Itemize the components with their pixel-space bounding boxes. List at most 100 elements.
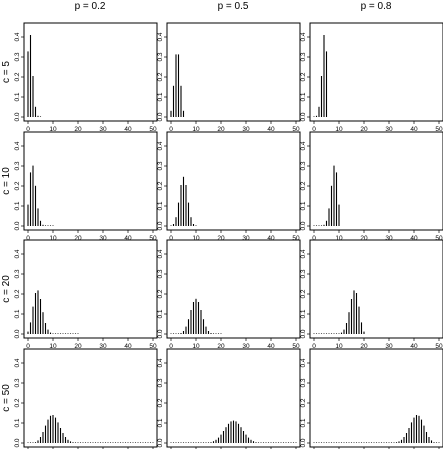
y-tick-label: 0.4 <box>157 32 164 41</box>
x-tick-label: 30 <box>385 126 393 133</box>
y-tick-label: 0.1 <box>157 201 164 210</box>
y-tick-label: 0.3 <box>300 161 307 170</box>
y-tick-label: 0.1 <box>14 92 21 101</box>
row-title-c-20: c = 20 <box>1 275 12 303</box>
y-tick-label: 0.3 <box>157 161 164 170</box>
y-tick-label: 0.0 <box>14 329 21 338</box>
y-tick-label: 0.4 <box>157 249 164 258</box>
panel-c10-p0-8: 0 10 20 30 40 50 0.0 0.1 0.2 0.3 0.4 <box>300 131 443 242</box>
panel-c10-p0-5: 0 10 20 30 40 50 0.0 0.1 0.2 0.3 0.4 <box>157 131 301 242</box>
x-tick-label: 20 <box>74 343 82 350</box>
x-tick-label: 50 <box>149 126 157 133</box>
panel-frame <box>23 22 158 122</box>
panel-frame <box>166 22 301 122</box>
x-tick-label: 40 <box>410 235 418 242</box>
x-tick-label: 10 <box>192 343 200 350</box>
y-tick-label: 0.0 <box>157 438 164 447</box>
x-tick-label: 40 <box>267 343 275 350</box>
y-tick-label: 0.2 <box>157 181 164 190</box>
y-tick-label: 0.1 <box>300 201 307 210</box>
panels: 0 10 20 30 40 500.00.10.20.30.40 10 20 30 40 500.0… <box>14 22 443 449</box>
y-tick-label: 0.3 <box>157 52 164 61</box>
x-tick-label: 40 <box>267 235 275 242</box>
y-tick-label: 0.3 <box>157 269 164 278</box>
x-tick-label: 30 <box>99 343 107 350</box>
y-tick-label: 0.0 <box>157 112 164 121</box>
x-tick-label: 50 <box>292 126 300 133</box>
row-titles: c = 5 c = 10 c = 20 c = 50 <box>1 61 12 412</box>
column-titles: p = 0.2 p = 0.5 p = 0.8 <box>75 1 392 12</box>
y-tick-label: 0.2 <box>300 398 307 407</box>
row-title-c-5: c = 5 <box>1 61 12 83</box>
x-tick-label: 40 <box>410 126 418 133</box>
panel-c5-p0-2: 0 10 20 30 40 50 0.0 0.1 0.2 0.3 0.4 <box>14 22 158 133</box>
x-tick-label: 10 <box>335 235 343 242</box>
panel-c10-p0-2: 0 10 20 30 40 50 0.0 0.1 0.2 0.3 0.4 <box>14 131 158 242</box>
panel-frame <box>23 239 158 339</box>
y-tick-label: 0.2 <box>300 289 307 298</box>
y-tick-label: 0.3 <box>14 269 21 278</box>
y-tick-label: 0.0 <box>14 221 21 230</box>
x-tick-label: 50 <box>149 235 157 242</box>
y-tick-label: 0.4 <box>300 249 307 258</box>
y-tick-label: 0.4 <box>14 32 21 41</box>
column-title-p-0-8: p = 0.8 <box>361 1 392 12</box>
x-tick-label: 10 <box>49 126 57 133</box>
x-tick-label: 20 <box>217 126 225 133</box>
x-tick-label: 40 <box>124 235 132 242</box>
column-title-p-0-5: p = 0.5 <box>218 1 249 12</box>
x-tick-label: 40 <box>410 343 418 350</box>
y-tick-label: 0.4 <box>157 141 164 150</box>
panel-frame <box>166 348 301 448</box>
y-tick-label: 0.3 <box>14 161 21 170</box>
row-title-c-10: c = 10 <box>1 167 12 195</box>
y-tick-label: 0.0 <box>300 221 307 230</box>
x-tick-label: 20 <box>360 126 368 133</box>
x-tick-label: 30 <box>242 235 250 242</box>
x-tick-label: 30 <box>385 235 393 242</box>
y-tick-label: 0.0 <box>300 329 307 338</box>
y-tick-label: 0.0 <box>157 221 164 230</box>
column-title-p-0-2: p = 0.2 <box>75 1 106 12</box>
panel-c5-p0-8: 0 10 20 30 40 50 0.0 0.1 0.2 0.3 0.4 <box>300 22 443 133</box>
x-tick-label: 20 <box>217 235 225 242</box>
panel-c20-p0-8: 0 10 20 30 40 50 0.0 0.1 0.2 0.3 0.4 <box>300 239 443 350</box>
y-tick-label: 0.1 <box>157 92 164 101</box>
panel-frame <box>23 348 158 448</box>
y-tick-label: 0.0 <box>300 112 307 121</box>
x-tick-label: 0 <box>26 126 30 133</box>
y-tick-label: 0.3 <box>300 378 307 387</box>
y-tick-label: 0.1 <box>14 309 21 318</box>
y-tick-label: 0.4 <box>14 249 21 258</box>
x-tick-label: 20 <box>360 343 368 350</box>
x-tick-label: 0 <box>169 126 173 133</box>
y-tick-label: 0.1 <box>300 309 307 318</box>
x-tick-label: 0 <box>26 343 30 350</box>
x-tick-label: 50 <box>292 343 300 350</box>
x-tick-label: 50 <box>292 235 300 242</box>
x-tick-label: 50 <box>435 235 443 242</box>
x-tick-label: 0 <box>169 343 173 350</box>
y-tick-label: 0.4 <box>157 358 164 367</box>
panel-frame <box>23 131 158 231</box>
y-tick-label: 0.3 <box>14 52 21 61</box>
x-tick-label: 10 <box>49 235 57 242</box>
y-tick-label: 0.2 <box>14 398 21 407</box>
y-tick-label: 0.0 <box>14 112 21 121</box>
y-tick-label: 0.2 <box>300 72 307 81</box>
y-tick-label: 0.0 <box>14 438 21 447</box>
panel-c5-p0-5: 0 10 20 30 40 50 0.0 0.1 0.2 0.3 0.4 <box>157 22 301 133</box>
x-tick-label: 40 <box>124 343 132 350</box>
panel-c20-p0-5: 0 10 20 30 40 50 0.0 0.1 0.2 0.3 0.4 <box>157 239 301 350</box>
panel-frame <box>309 22 443 122</box>
x-tick-label: 30 <box>99 126 107 133</box>
y-tick-label: 0.2 <box>14 72 21 81</box>
x-tick-label: 20 <box>217 343 225 350</box>
panel-frame <box>309 348 443 448</box>
x-tick-label: 10 <box>49 343 57 350</box>
y-tick-label: 0.3 <box>300 269 307 278</box>
x-tick-label: 0 <box>169 235 173 242</box>
